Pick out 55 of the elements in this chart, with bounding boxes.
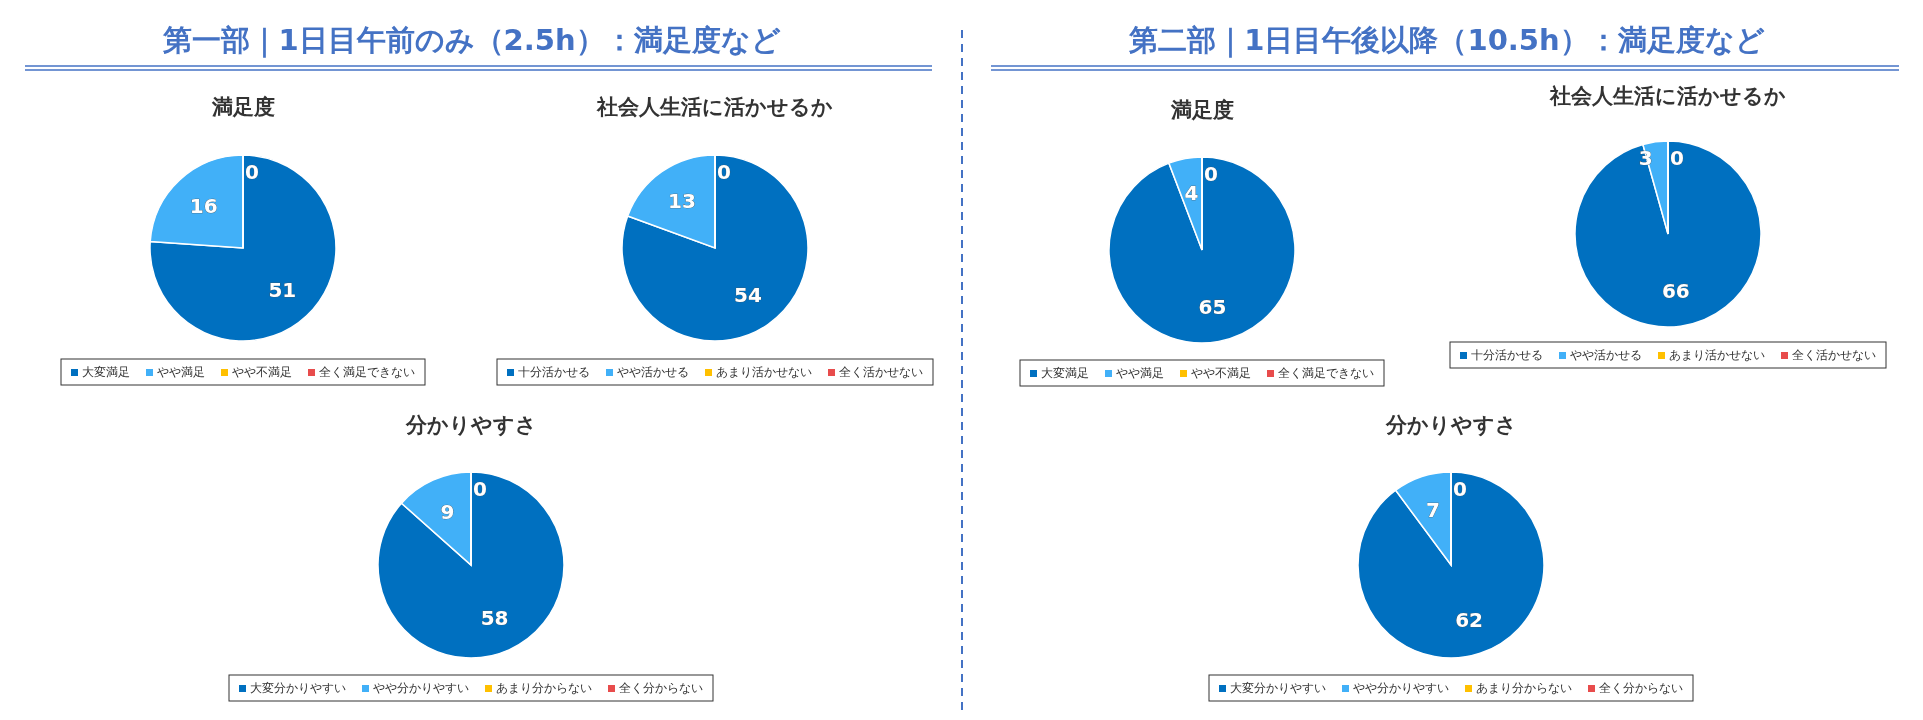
data-label: 65 (1198, 294, 1227, 319)
pie-slice (1108, 156, 1296, 344)
data-label: 58 (480, 605, 509, 630)
legend-label: やや分かりやすい (373, 681, 469, 695)
data-label: 62 (1455, 607, 1483, 632)
legend-label: 十分活かせる (518, 365, 590, 379)
legend-label: 十分活かせる (1471, 348, 1543, 362)
legend-label: やや不満足 (232, 365, 292, 379)
legend-label: 大変満足 (1041, 366, 1089, 380)
legend-label: あまり分からない (1476, 681, 1572, 695)
legend-label: やや分かりやすい (1353, 681, 1449, 695)
legend-label: 全く分からない (619, 681, 703, 695)
legend-label: あまり活かせない (1669, 348, 1765, 362)
data-label: 54 (734, 283, 762, 308)
legend-label: 全く活かせない (1792, 348, 1876, 362)
pie-slice (621, 154, 809, 342)
chart-title: 満足度 (210, 95, 275, 119)
text: 第一部｜1日目午前のみ（2.5h）：満足度など (162, 23, 781, 58)
chart-title: 満足度 (1169, 98, 1234, 122)
legend-label: 全く満足できない (1278, 366, 1374, 380)
data-label: 9 (440, 500, 455, 525)
legend-label: やや満足 (1116, 366, 1164, 380)
text: 0 (1453, 476, 1467, 501)
pie-slice (1357, 471, 1545, 659)
data-label: 7 (1425, 498, 1440, 523)
legend-label: 全く分からない (1599, 681, 1683, 695)
chart-title: 社会人生活に活かせるか (596, 95, 833, 119)
chart-title: 分かりやすさ (1384, 413, 1517, 437)
chart-title: 社会人生活に活かせるか (1549, 84, 1786, 108)
data-label: 66 (1661, 279, 1690, 304)
legend-label: 全く満足できない (319, 365, 415, 379)
legend-label: 全く活かせない (839, 365, 923, 379)
legend-label: 大変分かりやすい (1230, 681, 1326, 695)
legend-label: あまり分からない (496, 681, 592, 695)
pie-slice (1574, 140, 1762, 328)
pie-slice (149, 154, 337, 342)
legend-label: やや不満足 (1191, 366, 1251, 380)
pie-slice (377, 471, 565, 659)
text: 0 (245, 159, 259, 184)
legend-label: 大変分かりやすい (250, 681, 346, 695)
legend-label: あまり活かせない (716, 365, 812, 379)
legend-label: やや満足 (157, 365, 205, 379)
legend-label: やや活かせる (617, 365, 689, 379)
text: 0 (1670, 145, 1684, 170)
data-label: 51 (268, 278, 297, 303)
data-label: 4 (1184, 181, 1199, 206)
text: 0 (473, 476, 487, 501)
data-label: 16 (189, 193, 218, 218)
text: 0 (717, 159, 731, 184)
data-label: 13 (668, 188, 696, 213)
text: 0 (1204, 161, 1218, 186)
legend-label: やや活かせる (1570, 348, 1642, 362)
text: 第二部｜1日目午後以降（10.5h）：満足度など (1128, 23, 1765, 58)
chart-title: 分かりやすさ (404, 413, 537, 437)
legend-label: 大変満足 (82, 365, 130, 379)
